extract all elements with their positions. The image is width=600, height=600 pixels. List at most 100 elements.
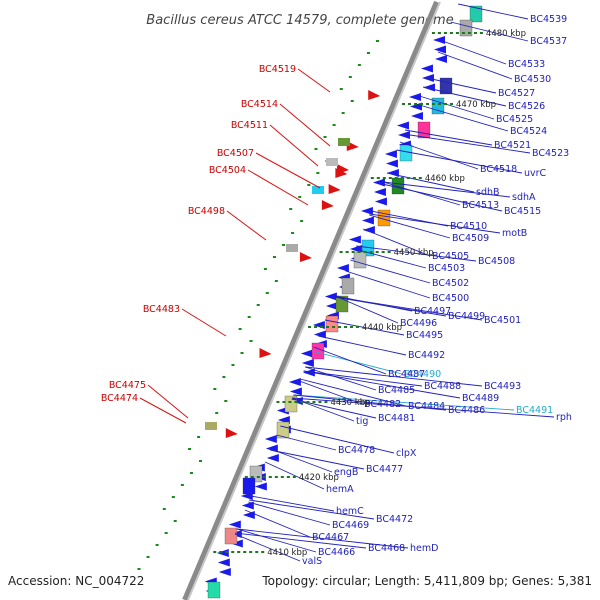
kbp-tick-label: 4440 kbp bbox=[362, 323, 402, 333]
sequence-dot bbox=[256, 304, 260, 306]
left-gene-label[interactable]: BC4507 bbox=[217, 148, 254, 159]
forward-gene-mark bbox=[385, 159, 398, 168]
right-gene-label[interactable]: BC4502 bbox=[432, 278, 469, 289]
right-gene-label[interactable]: rph bbox=[556, 412, 572, 423]
right-gene-label[interactable]: BC4481 bbox=[378, 413, 415, 424]
right-gene-label[interactable]: BC4472 bbox=[376, 514, 413, 525]
gene-box bbox=[341, 277, 355, 295]
sequence-dot bbox=[197, 436, 201, 438]
right-gene-label[interactable]: BC4467 bbox=[312, 532, 349, 543]
right-gene-label[interactable]: BC4485 bbox=[378, 385, 415, 396]
right-gene-label[interactable]: uvrC bbox=[524, 168, 547, 179]
right-gene-label[interactable]: BC4510 bbox=[450, 221, 487, 232]
right-gene-label[interactable]: motB bbox=[502, 228, 527, 239]
left-gene-label[interactable]: BC4504 bbox=[209, 165, 246, 176]
right-gene-label[interactable]: BC4508 bbox=[478, 256, 515, 267]
left-gene-label[interactable]: BC4514 bbox=[241, 99, 278, 110]
right-gene-label[interactable]: BC4496 bbox=[400, 318, 437, 329]
right-gene-label[interactable]: BC4492 bbox=[408, 350, 445, 361]
left-leader-line bbox=[147, 384, 189, 419]
right-gene-label[interactable]: BC4482 bbox=[364, 399, 401, 410]
kbp-tick-label: 4410 kbp bbox=[267, 548, 307, 558]
reverse-gene-mark bbox=[368, 90, 381, 100]
right-leader-line bbox=[249, 499, 375, 520]
sequence-dot bbox=[289, 208, 293, 210]
forward-gene-mark bbox=[433, 45, 446, 54]
left-gene-label[interactable]: BC4498 bbox=[188, 206, 225, 217]
gene-box bbox=[286, 244, 298, 252]
sequence-dot bbox=[350, 100, 354, 102]
right-gene-label[interactable]: hemA bbox=[326, 484, 354, 495]
right-gene-label[interactable]: BC4527 bbox=[498, 88, 535, 99]
right-gene-label[interactable]: hemD bbox=[410, 543, 438, 554]
right-gene-label[interactable]: BC4489 bbox=[462, 393, 499, 404]
right-gene-label[interactable]: clpX bbox=[396, 448, 417, 459]
right-gene-label[interactable]: BC4539 bbox=[530, 14, 567, 25]
sequence-dot bbox=[238, 328, 242, 330]
right-gene-label[interactable]: BC4530 bbox=[514, 74, 551, 85]
right-gene-label[interactable]: hemC bbox=[336, 506, 364, 517]
right-gene-label[interactable]: BC4501 bbox=[484, 315, 521, 326]
right-gene-label[interactable]: BC4513 bbox=[462, 200, 499, 211]
gene-box bbox=[338, 138, 350, 146]
right-leader-line bbox=[270, 448, 333, 473]
right-gene-label[interactable]: BC4509 bbox=[452, 233, 489, 244]
right-gene-label[interactable]: BC4533 bbox=[508, 59, 545, 70]
forward-gene-mark bbox=[410, 112, 423, 120]
right-leader-line bbox=[354, 248, 427, 269]
forward-gene-mark bbox=[301, 359, 314, 367]
right-gene-label[interactable]: BC4497 bbox=[414, 306, 451, 317]
right-gene-label[interactable]: BC4525 bbox=[496, 114, 533, 125]
right-gene-label[interactable]: sdhA bbox=[512, 192, 536, 203]
right-gene-label[interactable]: BC4500 bbox=[432, 293, 469, 304]
gene-box bbox=[417, 121, 431, 139]
right-gene-label[interactable]: BC4487 bbox=[388, 369, 425, 380]
right-gene-label[interactable]: BC4523 bbox=[532, 148, 569, 159]
right-leader-line bbox=[334, 295, 399, 324]
right-gene-label[interactable]: engB bbox=[334, 467, 358, 478]
right-gene-label[interactable]: BC4505 bbox=[432, 251, 469, 262]
left-gene-label[interactable]: BC4474 bbox=[101, 393, 138, 404]
gene-box bbox=[439, 77, 453, 95]
right-gene-label[interactable]: BC4469 bbox=[332, 520, 369, 531]
sequence-dot bbox=[274, 280, 278, 282]
sequence-dot bbox=[265, 292, 269, 294]
right-gene-label[interactable]: BC4468 bbox=[368, 543, 405, 554]
right-gene-label[interactable]: BC4503 bbox=[428, 263, 465, 274]
sequence-dot bbox=[339, 88, 343, 90]
right-gene-label[interactable]: BC4488 bbox=[424, 381, 461, 392]
right-leader-line bbox=[458, 3, 529, 20]
right-gene-label[interactable]: BC4493 bbox=[484, 381, 521, 392]
forward-gene-mark bbox=[218, 568, 231, 576]
right-gene-label[interactable]: BC4484 bbox=[408, 401, 445, 412]
right-gene-label[interactable]: BC4515 bbox=[504, 206, 541, 217]
right-gene-label[interactable]: BC4518 bbox=[480, 164, 517, 175]
forward-gene-mark bbox=[266, 454, 279, 462]
right-gene-label[interactable]: valS bbox=[302, 556, 322, 567]
right-gene-label[interactable]: BC4537 bbox=[530, 36, 567, 47]
right-gene-label[interactable]: BC4491 bbox=[516, 405, 553, 416]
left-gene-label[interactable]: BC4511 bbox=[231, 120, 268, 131]
left-gene-label[interactable]: BC4483 bbox=[143, 304, 180, 315]
forward-gene-mark bbox=[242, 511, 255, 519]
right-gene-label[interactable]: BC4478 bbox=[338, 445, 375, 456]
forward-gene-mark bbox=[360, 207, 373, 215]
right-leader-line bbox=[299, 380, 363, 405]
right-gene-label[interactable]: BC4526 bbox=[508, 101, 545, 112]
left-gene-label[interactable]: BC4519 bbox=[259, 64, 296, 75]
right-gene-label[interactable]: tig bbox=[356, 416, 368, 427]
right-gene-label[interactable]: BC4521 bbox=[494, 140, 531, 151]
left-leader-line bbox=[139, 397, 187, 424]
forward-gene-mark bbox=[336, 264, 349, 272]
left-gene-label[interactable]: BC4475 bbox=[109, 380, 146, 391]
right-gene-label[interactable]: BC4486 bbox=[448, 405, 485, 416]
right-gene-label[interactable]: BC4490 bbox=[404, 369, 441, 380]
right-gene-label[interactable]: BC4499 bbox=[448, 311, 485, 322]
right-gene-label[interactable]: BC4495 bbox=[406, 330, 443, 341]
right-gene-label[interactable]: BC4466 bbox=[318, 547, 355, 558]
right-gene-label[interactable]: sdhB bbox=[476, 187, 500, 198]
sequence-dot bbox=[249, 340, 253, 342]
right-leader-line bbox=[423, 86, 507, 107]
right-gene-label[interactable]: BC4524 bbox=[510, 126, 547, 137]
right-gene-label[interactable]: BC4477 bbox=[366, 464, 403, 475]
